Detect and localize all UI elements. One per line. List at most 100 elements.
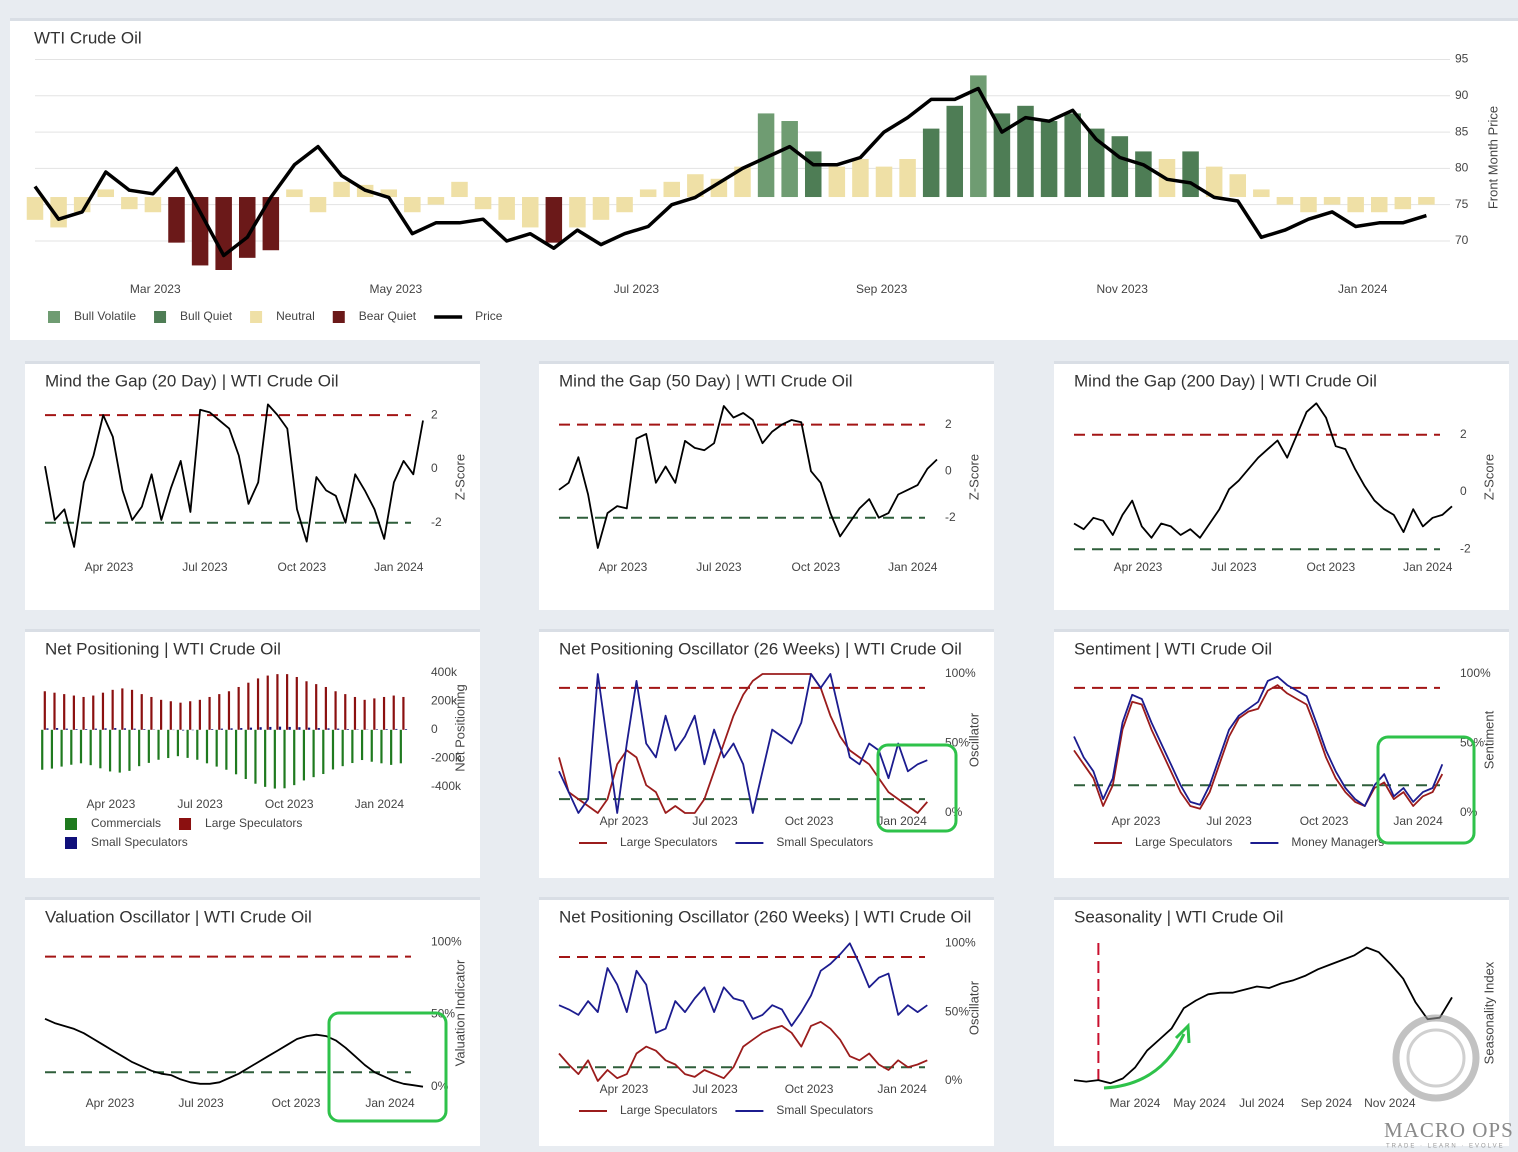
legend-label: Commercials — [91, 816, 161, 830]
regime-bar — [1205, 166, 1223, 198]
bar — [111, 689, 114, 730]
bar — [215, 729, 218, 767]
regime-bar — [97, 189, 115, 198]
series-line — [1073, 946, 1453, 1085]
bar — [179, 702, 182, 730]
bar — [288, 726, 291, 730]
logo-ring — [1406, 1028, 1466, 1088]
bar — [65, 728, 68, 730]
x-tick-label: Apr 2023 — [1114, 560, 1163, 574]
legend-swatch — [65, 818, 77, 830]
legend-swatch — [154, 311, 167, 323]
x-tick-label: Jul 2023 — [692, 1082, 738, 1096]
y-tick-label: 0% — [431, 1079, 449, 1093]
bar — [322, 729, 325, 775]
bar — [176, 729, 180, 757]
bar — [276, 674, 279, 730]
y-axis-title: Seasonality Index — [1481, 961, 1496, 1064]
x-tick-label: Jan 2024 — [1403, 560, 1453, 574]
bar — [392, 695, 395, 730]
series-line — [44, 1017, 424, 1088]
legend-label: Small Speculators — [776, 1103, 873, 1117]
bar — [82, 696, 85, 730]
x-tick-label: Nov 2023 — [1097, 282, 1149, 296]
regime-bar — [687, 174, 704, 198]
regime-bar — [970, 75, 987, 198]
regime-bar — [474, 197, 492, 210]
panel — [1054, 631, 1509, 878]
x-tick-label: Apr 2023 — [599, 560, 648, 574]
y-axis-title: Sentiment — [1481, 710, 1496, 769]
x-tick-label: Jul 2023 — [696, 560, 742, 574]
arrow — [1103, 1033, 1186, 1090]
bar — [108, 729, 112, 772]
x-tick-label: Sep 2023 — [856, 282, 908, 296]
x-tick-label: Oct 2023 — [265, 797, 314, 811]
legend-label: Bear Quiet — [359, 309, 417, 323]
bar — [351, 729, 354, 764]
regime-bar — [73, 197, 91, 213]
regime-bar — [333, 181, 350, 198]
highlight-box — [876, 743, 958, 833]
bar — [63, 694, 66, 730]
x-tick-label: May 2023 — [369, 282, 422, 296]
y-tick-label: 0 — [1460, 484, 1467, 498]
bar — [382, 696, 386, 730]
bar — [346, 729, 349, 730]
y-tick-label: -2 — [431, 515, 442, 529]
regime-bar — [545, 197, 563, 243]
bar — [327, 728, 330, 730]
panel-border — [25, 361, 480, 364]
regime-bar — [262, 197, 280, 251]
legend-swatch — [65, 837, 77, 849]
y-tick-label: 50% — [945, 736, 969, 750]
x-tick-label: Jan 2024 — [877, 814, 927, 828]
regime-bar — [191, 197, 209, 266]
regime-bar — [1323, 197, 1341, 205]
bar — [404, 729, 408, 730]
arrow-head — [1174, 1022, 1191, 1044]
x-tick-label: Jan 2024 — [355, 797, 405, 811]
bar — [218, 694, 221, 730]
regime-bar — [1229, 174, 1247, 198]
bar — [79, 729, 83, 764]
regime-bar — [309, 197, 327, 213]
x-tick-label: Apr 2023 — [86, 1096, 135, 1110]
bar — [41, 729, 44, 770]
regime-bar — [828, 166, 846, 198]
regime-bar — [1253, 189, 1270, 198]
bar — [315, 684, 318, 730]
bar — [220, 728, 223, 730]
regime-bar — [1064, 113, 1081, 198]
watermark: MACRO OPS TRADE · LEARN · EVOLVE — [1384, 1014, 1513, 1150]
series-line — [558, 673, 928, 814]
bar — [128, 729, 131, 771]
legend-label: Large Speculators — [620, 1103, 717, 1117]
bar — [344, 694, 347, 730]
y-tick-label: 0 — [431, 722, 438, 736]
panel — [25, 899, 480, 1146]
legend-label: Neutral — [276, 309, 315, 323]
regime-bar — [121, 197, 138, 210]
regime-bar — [899, 159, 916, 198]
panel-border — [1054, 361, 1509, 364]
regime-bar — [1111, 136, 1129, 198]
y-axis-title: Net Positioning — [452, 684, 467, 771]
y-axis-title: Oscillator — [966, 712, 981, 767]
x-tick-label: Jul 2023 — [692, 814, 738, 828]
bar — [169, 701, 172, 730]
bar — [237, 686, 240, 730]
chart-title: Mind the Gap (200 Day) | WTI Crude Oil — [1074, 371, 1377, 390]
y-axis-title: Z-Score — [1481, 454, 1496, 500]
series-line — [558, 1020, 928, 1082]
highlight-box — [1376, 735, 1476, 845]
y-tick-label: 100% — [431, 934, 462, 948]
bar — [317, 728, 320, 730]
x-tick-label: Sep 2024 — [1301, 1096, 1353, 1110]
y-tick-label: 0% — [945, 805, 963, 819]
bar — [375, 729, 379, 730]
bar — [118, 729, 121, 773]
regime-bar — [380, 189, 398, 198]
legend-label: Bull Volatile — [74, 309, 136, 323]
